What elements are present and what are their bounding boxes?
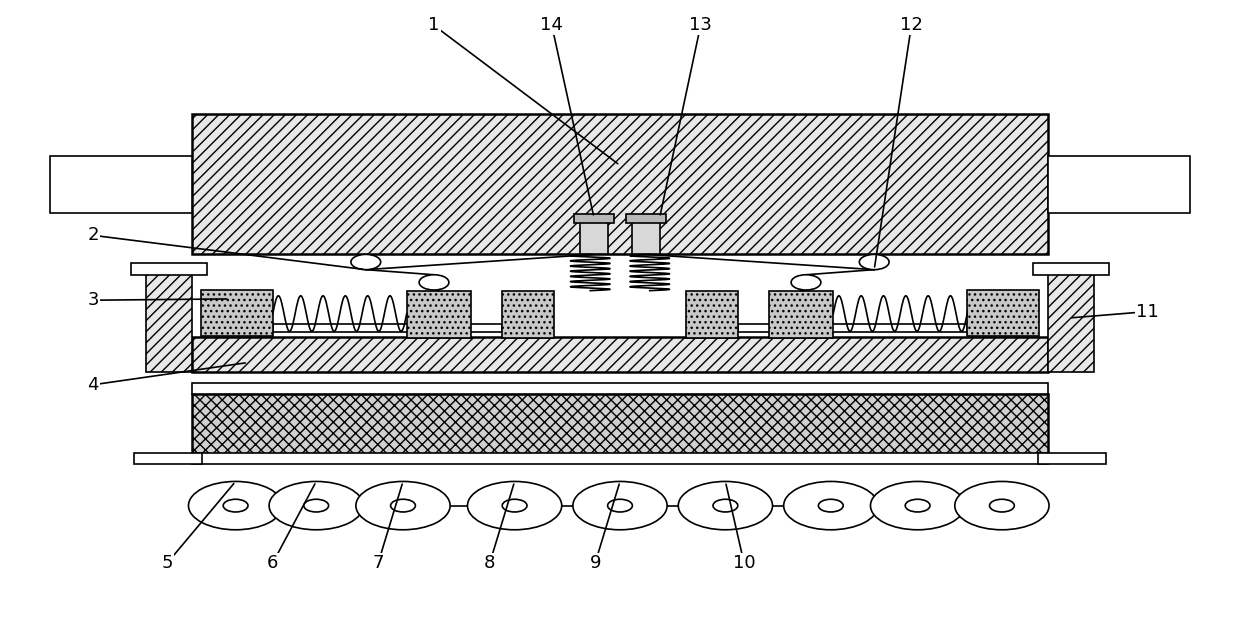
Bar [738, 324, 967, 332]
Circle shape [223, 499, 248, 512]
Circle shape [304, 499, 329, 512]
Circle shape [573, 481, 667, 530]
Circle shape [859, 254, 889, 270]
Bar [1038, 453, 1106, 464]
Bar [146, 267, 192, 372]
Circle shape [419, 275, 449, 290]
Bar [192, 383, 1048, 394]
Circle shape [818, 499, 843, 512]
Text: 5: 5 [161, 554, 174, 572]
Bar [626, 214, 666, 223]
Text: 13: 13 [689, 17, 712, 34]
Bar [967, 290, 1039, 336]
Bar [769, 291, 833, 338]
Bar [1048, 267, 1094, 372]
Circle shape [905, 499, 930, 512]
Bar [50, 156, 192, 213]
Bar [580, 218, 608, 254]
Bar [131, 263, 207, 275]
Circle shape [391, 499, 415, 512]
Bar [273, 324, 502, 332]
Bar [1048, 156, 1190, 213]
Text: 11: 11 [1136, 303, 1158, 321]
Bar [192, 453, 1048, 464]
Text: 12: 12 [900, 17, 923, 34]
Circle shape [791, 275, 821, 290]
Bar [192, 337, 1048, 372]
Circle shape [188, 481, 283, 530]
Bar [686, 291, 738, 338]
Bar [192, 114, 1048, 254]
Circle shape [678, 481, 773, 530]
Circle shape [502, 499, 527, 512]
Circle shape [784, 481, 878, 530]
Text: 9: 9 [589, 554, 601, 572]
Circle shape [608, 499, 632, 512]
Circle shape [955, 481, 1049, 530]
Bar [632, 218, 660, 254]
Circle shape [467, 481, 562, 530]
Text: 8: 8 [484, 554, 496, 572]
Circle shape [269, 481, 363, 530]
Bar [502, 291, 554, 338]
Bar [407, 291, 471, 338]
Bar [192, 394, 1048, 455]
Text: 14: 14 [541, 17, 563, 34]
Bar [134, 453, 202, 464]
Circle shape [713, 499, 738, 512]
Text: 4: 4 [87, 376, 99, 394]
Text: 10: 10 [733, 554, 755, 572]
Circle shape [356, 481, 450, 530]
Bar [1033, 263, 1109, 275]
Text: 6: 6 [267, 554, 279, 572]
Text: 7: 7 [372, 554, 384, 572]
Bar [201, 290, 273, 336]
Circle shape [351, 254, 381, 270]
Text: 1: 1 [428, 17, 440, 34]
Circle shape [870, 481, 965, 530]
Bar [574, 214, 614, 223]
Text: 2: 2 [87, 226, 99, 244]
Text: 3: 3 [87, 291, 99, 309]
Circle shape [990, 499, 1014, 512]
